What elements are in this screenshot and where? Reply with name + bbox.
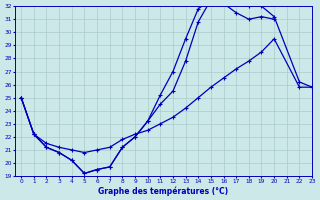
- X-axis label: Graphe des températures (°C): Graphe des températures (°C): [99, 186, 228, 196]
